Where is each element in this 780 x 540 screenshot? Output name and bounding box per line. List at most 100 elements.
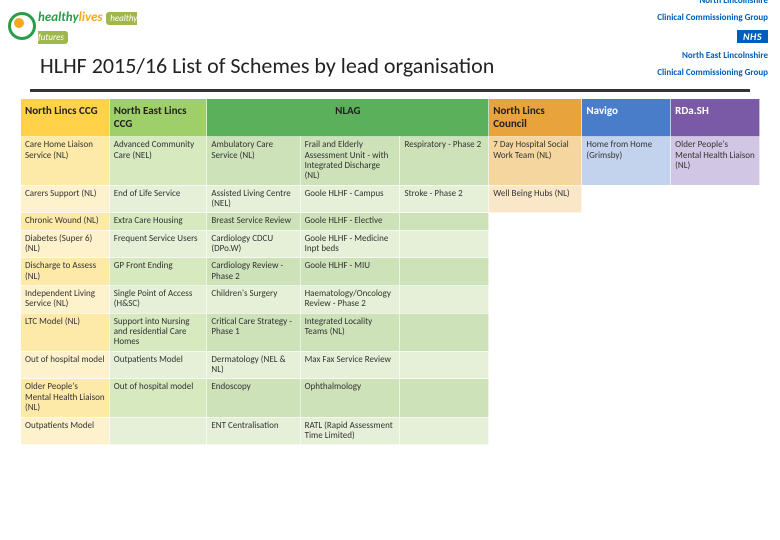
cell: Chronic Wound (NL) <box>21 213 110 230</box>
cell: Out of hospital model <box>109 379 207 417</box>
cell <box>671 185 760 213</box>
table-row: Discharge to Assess (NL) GP Front Ending… <box>21 258 760 286</box>
cell <box>109 417 207 445</box>
cell <box>489 351 582 379</box>
cell: Haematology/Oncology Review - Phase 2 <box>300 286 400 314</box>
col-header: North East Lincs CCG <box>109 99 207 137</box>
cell: Diabetes (Super 6) (NL) <box>21 230 110 258</box>
cell <box>582 258 671 286</box>
logo-text: healthylives healthyfutures <box>38 7 137 45</box>
cell <box>582 351 671 379</box>
cell: Care Home Liaison Service (NL) <box>21 137 110 185</box>
page: healthylives healthyfutures NHS North Li… <box>0 0 780 540</box>
col-header: Navigo <box>582 99 671 137</box>
nhs-badge-icon: NHS <box>737 30 768 43</box>
cell: Discharge to Assess (NL) <box>21 258 110 286</box>
cell: Ambulatory Care Service (NL) <box>207 137 300 185</box>
cell <box>400 417 489 445</box>
cell: End of Life Service <box>109 185 207 213</box>
cell: Assisted Living Centre (NEL) <box>207 185 300 213</box>
cell <box>400 286 489 314</box>
cell <box>582 379 671 417</box>
col-header: RDa.SH <box>671 99 760 137</box>
cell <box>400 213 489 230</box>
table-row: Diabetes (Super 6) (NL) Frequent Service… <box>21 230 760 258</box>
nhs-logos: NHS North Lincolnshire Clinical Commissi… <box>657 0 768 80</box>
cell <box>489 313 582 351</box>
cell: LTC Model (NL) <box>21 313 110 351</box>
cell <box>400 313 489 351</box>
cell <box>489 258 582 286</box>
cell <box>582 313 671 351</box>
cell: Single Point of Access (H&SC) <box>109 286 207 314</box>
cell <box>671 379 760 417</box>
table-row: Older People's Mental Health Liaison (NL… <box>21 379 760 417</box>
cell: Outpatients Model <box>21 417 110 445</box>
cell: Home from Home (Grimsby) <box>582 137 671 185</box>
cell: Cardiology CDCU (DPo.W) <box>207 230 300 258</box>
col-header: North Lincs CCG <box>21 99 110 137</box>
cell <box>489 213 582 230</box>
cell: Outpatients Model <box>109 351 207 379</box>
cell: GP Front Ending <box>109 258 207 286</box>
cell: Advanced Community Care (NEL) <box>109 137 207 185</box>
cell: Endoscopy <box>207 379 300 417</box>
table-row: Independent Living Service (NL) Single P… <box>21 286 760 314</box>
table-row: Carers Support (NL) End of Life Service … <box>21 185 760 213</box>
nhs-org1-line2: Clinical Commissioning Group <box>657 12 768 23</box>
nhs-org2-line2: Clinical Commissioning Group <box>657 67 768 78</box>
cell: Older People's Mental Health Liaison (NL… <box>21 379 110 417</box>
nhs-org1-line1: North Lincolnshire <box>699 0 768 6</box>
table-row: Outpatients Model ENT Centralisation RAT… <box>21 417 760 445</box>
cell: Extra Care Housing <box>109 213 207 230</box>
cell: Breast Service Review <box>207 213 300 230</box>
cell <box>400 230 489 258</box>
cell: Goole HLHF - MIU <box>300 258 400 286</box>
nhs-org-2: NHS North East Lincolnshire Clinical Com… <box>657 27 768 80</box>
cell: 7 Day Hospital Social Work Team (NL) <box>489 137 582 185</box>
header-bar: healthylives healthyfutures NHS North Li… <box>0 0 780 48</box>
cell <box>671 213 760 230</box>
table-row: Out of hospital model Outpatients Model … <box>21 351 760 379</box>
table-row: Care Home Liaison Service (NL) Advanced … <box>21 137 760 185</box>
table-row: LTC Model (NL) Support into Nursing and … <box>21 313 760 351</box>
cell: Independent Living Service (NL) <box>21 286 110 314</box>
cell <box>582 230 671 258</box>
cell <box>582 213 671 230</box>
nhs-org-1: NHS North Lincolnshire Clinical Commissi… <box>657 0 768 25</box>
cell <box>671 286 760 314</box>
logo-word1: healthy <box>38 10 79 25</box>
cell: ENT Centralisation <box>207 417 300 445</box>
schemes-table: North Lincs CCG North East Lincs CCG NLA… <box>20 98 760 445</box>
table-header-row: North Lincs CCG North East Lincs CCG NLA… <box>21 99 760 137</box>
cell <box>671 230 760 258</box>
cell: Goole HLHF - Campus <box>300 185 400 213</box>
cell <box>582 417 671 445</box>
cell: Goole HLHF - Medicine Inpt beds <box>300 230 400 258</box>
cell: Frail and Elderly Assessment Unit - with… <box>300 137 400 185</box>
cell <box>671 258 760 286</box>
cell: Well Being Hubs (NL) <box>489 185 582 213</box>
cell: Integrated Locality Teams (NL) <box>300 313 400 351</box>
cell: Goole HLHF - Elective <box>300 213 400 230</box>
nhs-org2-line1: North East Lincolnshire <box>682 50 768 61</box>
logo-icon <box>8 12 36 40</box>
cell <box>400 351 489 379</box>
cell <box>400 258 489 286</box>
cell <box>582 185 671 213</box>
cell: Cardiology Review - Phase 2 <box>207 258 300 286</box>
cell: RATL (Rapid Assessment Time Limited) <box>300 417 400 445</box>
cell: Respiratory - Phase 2 <box>400 137 489 185</box>
cell: Older People's Mental Health Liaison (NL… <box>671 137 760 185</box>
col-header: NLAG <box>207 99 489 137</box>
cell: Frequent Service Users <box>109 230 207 258</box>
cell: Ophthalmology <box>300 379 400 417</box>
cell: Carers Support (NL) <box>21 185 110 213</box>
cell: Dermatology (NEL & NL) <box>207 351 300 379</box>
cell <box>671 351 760 379</box>
cell: Children's Surgery <box>207 286 300 314</box>
cell: Out of hospital model <box>21 351 110 379</box>
cell <box>489 286 582 314</box>
cell <box>582 286 671 314</box>
cell <box>400 379 489 417</box>
